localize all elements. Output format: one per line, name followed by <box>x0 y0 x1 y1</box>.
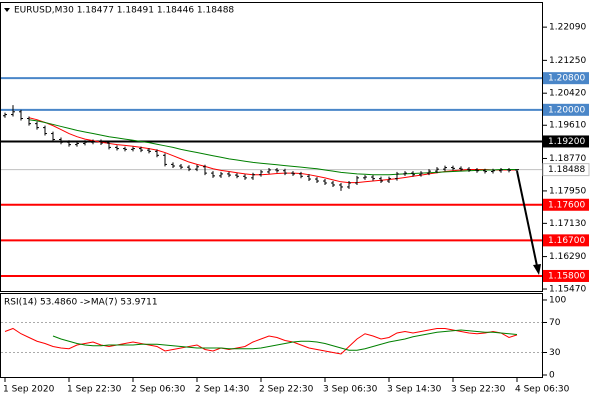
x-tick-label: 3 Sep 22:30 <box>451 385 506 395</box>
level-label-box <box>543 234 589 247</box>
last-price-label: 1.18488 <box>548 165 585 175</box>
y-tick-label: 0 <box>549 370 555 380</box>
y-tick-label: 30 <box>549 348 561 358</box>
x-tick-label: 1 Sep 22:30 <box>67 385 122 395</box>
menu-icon <box>4 8 10 12</box>
level-label: 1.16700 <box>548 236 585 246</box>
level-label: 1.17600 <box>548 200 585 210</box>
series-line <box>52 329 518 351</box>
y-tick-label: 1.15470 <box>549 285 586 295</box>
level-label-box <box>543 269 589 282</box>
x-tick-label: 3 Sep 14:30 <box>387 385 442 395</box>
arrow-head <box>533 264 541 275</box>
y-tick-label: 1.17950 <box>549 186 586 196</box>
y-tick-label: 1.21250 <box>549 56 586 66</box>
chart-title: EURUSD,M30 1.18477 1.18491 1.18446 1.184… <box>14 6 234 16</box>
x-tick-label: 1 Sep 2020 <box>3 385 55 395</box>
x-tick-label: 3 Sep 06:30 <box>323 385 378 395</box>
series-line <box>4 327 518 355</box>
y-tick-label: 1.19610 <box>549 121 586 131</box>
main-panel <box>0 2 543 292</box>
x-tick-label: 2 Sep 14:30 <box>195 385 250 395</box>
y-tick-label: 100 <box>549 295 566 305</box>
rsi-panel <box>0 293 543 378</box>
rsi-title: RSI(14) 53.4860 ->MA(7) 53.9711 <box>4 298 158 308</box>
level-label: 1.20800 <box>548 74 585 84</box>
y-tick-label: 70 <box>549 318 561 328</box>
last-price-box <box>542 163 590 177</box>
level-label: 1.20000 <box>548 105 585 115</box>
level-label-box <box>543 72 589 85</box>
y-tick-label: 1.20420 <box>549 89 586 99</box>
level-label-box <box>543 103 589 116</box>
y-tick-label: 1.17130 <box>549 219 586 229</box>
y-tick-label: 1.22090 <box>549 23 586 33</box>
level-label: 1.15800 <box>548 271 585 281</box>
series-line <box>28 119 517 176</box>
series-line <box>28 117 517 184</box>
y-tick-label: 1.16290 <box>549 252 586 262</box>
x-tick-label: 4 Sep 06:30 <box>515 385 570 395</box>
level-label-box <box>543 135 589 148</box>
y-tick-label: 1.18770 <box>549 154 586 164</box>
level-label: 1.19200 <box>548 137 585 147</box>
projection-arrow <box>516 170 538 267</box>
x-tick-label: 2 Sep 06:30 <box>131 385 186 395</box>
level-label-box <box>543 198 589 211</box>
x-tick-label: 2 Sep 22:30 <box>259 385 314 395</box>
